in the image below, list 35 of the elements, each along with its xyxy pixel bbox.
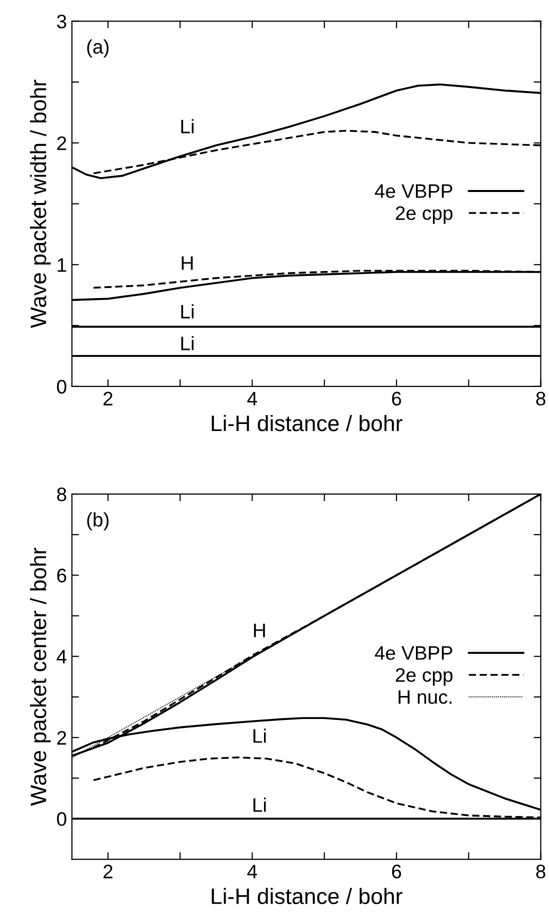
- y-tick-label: 3: [56, 14, 66, 28]
- x-tick-label: 6: [392, 392, 402, 406]
- y-tick-label: 0: [57, 380, 66, 394]
- x-tick-label: 8: [536, 864, 546, 878]
- annotation: Li: [253, 728, 266, 743]
- x-tick-label: 4: [247, 864, 258, 878]
- legend-label: 4e VBPP: [374, 646, 452, 660]
- x-tick-label: 6: [392, 864, 402, 878]
- annotation: Li: [253, 798, 266, 812]
- y-tick-label: 2: [57, 136, 66, 150]
- x-tick-label: 4: [247, 392, 258, 406]
- y-tick-label: 0: [57, 812, 66, 826]
- x-tick-label: 2: [104, 392, 112, 406]
- x-tick-label: 8: [536, 392, 546, 406]
- y-tick-label: 6: [57, 568, 66, 582]
- x-axis-title: Li-H distance / bohr: [212, 888, 402, 904]
- text: (a): [87, 39, 109, 58]
- annotation: Li: [181, 119, 194, 134]
- y-axis-title: Wave packet width / bohr: [30, 80, 51, 328]
- annotation: H: [182, 256, 193, 270]
- legend-label: H nuc.: [398, 690, 452, 704]
- legend-label: 4e VBPP: [374, 184, 452, 198]
- y-tick-label: 8: [57, 488, 66, 502]
- x-axis-title: Li-H distance / bohr: [212, 414, 402, 432]
- text: (b): [87, 512, 109, 530]
- annotation: Li: [181, 336, 194, 350]
- x-tick-label: 2: [104, 864, 112, 878]
- y-axis-title: Wave packet center / bohr: [30, 548, 51, 806]
- legend-label: 2e cpp: [396, 668, 452, 686]
- legend-label: 2e cpp: [396, 206, 452, 224]
- y-tick-label: 2: [57, 731, 66, 745]
- annotation: Li: [181, 304, 194, 318]
- annotation: H: [254, 624, 265, 638]
- y-tick-label: 1: [58, 258, 66, 272]
- y-tick-label: 4: [56, 650, 66, 664]
